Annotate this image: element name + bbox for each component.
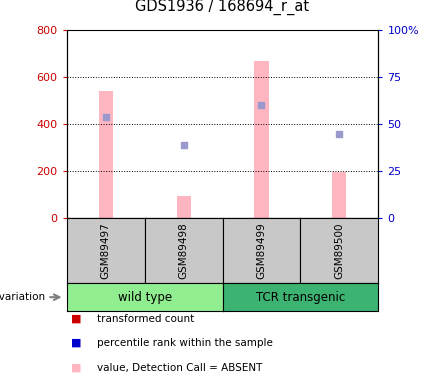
Point bbox=[102, 114, 109, 120]
Point bbox=[258, 102, 265, 108]
Bar bbox=[177, 196, 190, 217]
Text: transformed count: transformed count bbox=[97, 314, 194, 324]
Text: value, Detection Call = ABSENT: value, Detection Call = ABSENT bbox=[97, 363, 262, 372]
Point bbox=[336, 131, 343, 137]
Text: GSM89498: GSM89498 bbox=[178, 222, 189, 279]
Text: GSM89497: GSM89497 bbox=[101, 222, 111, 279]
Point bbox=[180, 142, 187, 148]
Bar bbox=[255, 61, 268, 217]
Text: TCR transgenic: TCR transgenic bbox=[256, 291, 345, 304]
Text: GSM89500: GSM89500 bbox=[335, 222, 344, 279]
Text: ■: ■ bbox=[71, 363, 81, 372]
Text: GDS1936 / 168694_r_at: GDS1936 / 168694_r_at bbox=[135, 0, 310, 15]
Text: ■: ■ bbox=[71, 314, 81, 324]
Bar bbox=[332, 172, 347, 217]
Text: wild type: wild type bbox=[117, 291, 172, 304]
Text: genotype/variation: genotype/variation bbox=[0, 292, 45, 302]
Text: ■: ■ bbox=[71, 338, 81, 348]
Bar bbox=[98, 91, 113, 218]
Text: percentile rank within the sample: percentile rank within the sample bbox=[97, 338, 273, 348]
Text: GSM89499: GSM89499 bbox=[256, 222, 267, 279]
